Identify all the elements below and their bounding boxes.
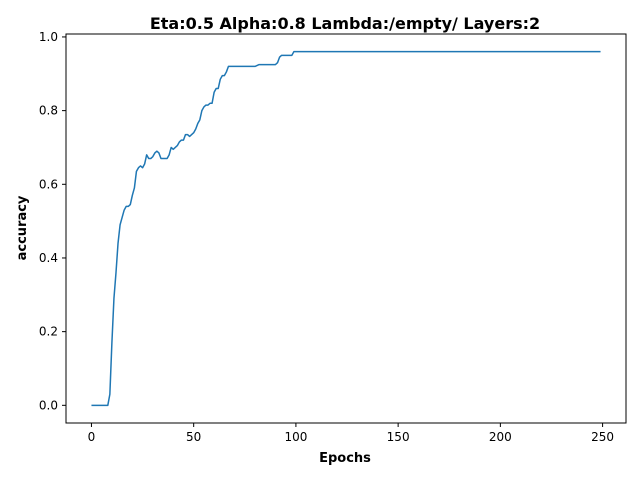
series-layer [91, 50, 601, 407]
x-tick-label: 100 [284, 430, 307, 444]
y-tick-label: 1.0 [39, 30, 58, 44]
y-tick-label: 0.4 [39, 251, 58, 265]
x-tick-label: 50 [186, 430, 201, 444]
y-tick-label: 0.2 [39, 325, 58, 339]
x-tick-label: 250 [591, 430, 614, 444]
x-axis: 0 50 100 150 200 250 [88, 423, 614, 444]
plot-area [65, 33, 627, 424]
series-line-0 [91, 50, 601, 407]
y-axis: 0.0 0.2 0.4 0.6 0.8 1.0 [39, 30, 66, 412]
chart-title: Eta:0.5 Alpha:0.8 Lambda:/empty/ Layers:… [150, 14, 540, 33]
x-tick-label: 200 [489, 430, 512, 444]
y-tick-label: 0.0 [39, 398, 58, 412]
y-tick-label: 0.8 [39, 104, 58, 118]
y-tick-label: 0.6 [39, 177, 58, 191]
x-tick-label: 150 [387, 430, 410, 444]
plot-frame [65, 33, 627, 424]
x-axis-label: Epochs [319, 451, 371, 466]
x-tick-label: 0 [88, 430, 96, 444]
y-axis-label: accuracy [15, 195, 30, 260]
